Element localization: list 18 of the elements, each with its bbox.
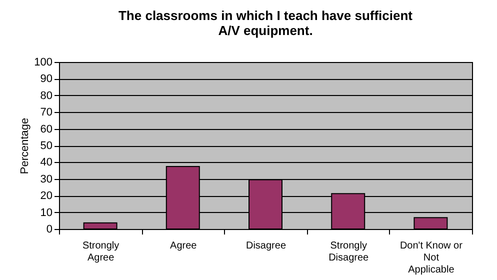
y-axis-title: Percentage: [19, 118, 32, 174]
x-tick-label: Strongly Agree: [82, 240, 120, 264]
x-tick-label: Don't Know or Not Applicable: [400, 240, 464, 276]
y-tick-label: 10: [40, 206, 52, 219]
y-tick-label: 40: [40, 156, 52, 169]
y-tick-label: 20: [40, 190, 52, 202]
chart-title: The classrooms in which I teach have sufficient A/V equipment.: [118, 8, 414, 38]
x-tick-label: Disagree: [246, 240, 286, 252]
y-tick-label: 80: [40, 90, 52, 102]
y-tick-label: 60: [40, 123, 52, 136]
y-tick-label: 30: [40, 173, 52, 186]
x-tick-label: Agree: [170, 240, 198, 252]
y-tick-label: 90: [40, 73, 52, 86]
y-tick-label: 50: [40, 140, 52, 152]
y-tick-label: 0: [46, 224, 52, 236]
y-tick-label: 70: [40, 106, 52, 119]
x-tick-label: Strongly Disagree: [328, 240, 370, 264]
y-tick-label: 100: [34, 56, 52, 68]
